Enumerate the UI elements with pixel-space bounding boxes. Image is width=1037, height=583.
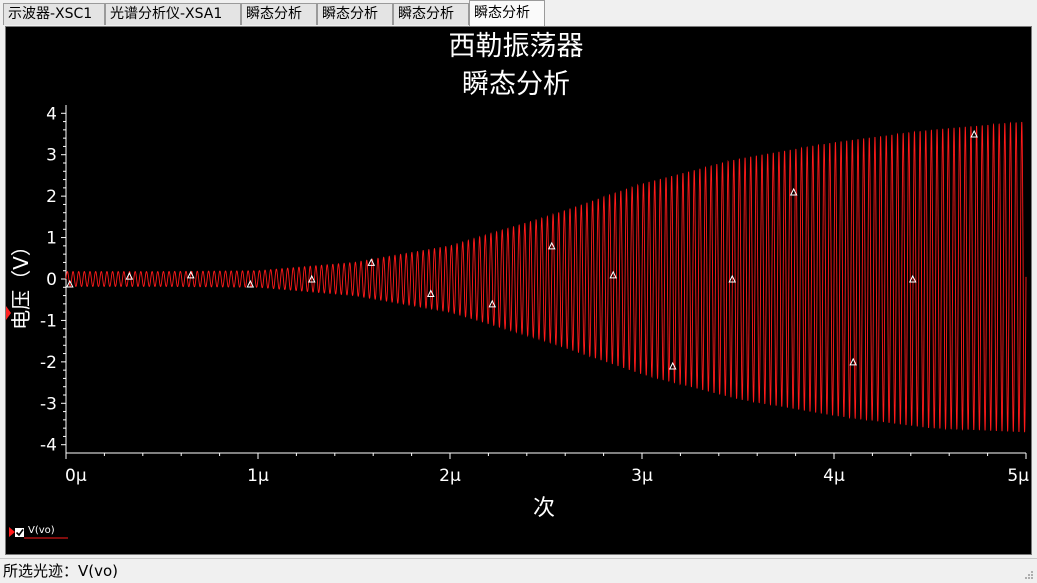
series-line-vo[interactable]: [65, 121, 1027, 433]
y-tick-label: 3: [46, 146, 57, 166]
legend-series-color-icon: [9, 527, 15, 537]
tab-1[interactable]: 示波器-XSC1: [3, 3, 105, 25]
trace-marker: [367, 258, 376, 266]
legend[interactable]: V(vo): [9, 525, 68, 539]
trace-marker: [849, 357, 858, 366]
trace-marker: [970, 129, 978, 138]
trace-marker: [186, 270, 195, 279]
y-tick-label: 0: [46, 270, 57, 290]
x-tick-label: 2μ: [439, 466, 461, 486]
plot-panel[interactable]: 4 3 2 1 0 -1 -2 -3 -4 0μ 1μ 2μ 3μ 4μ 5μ 西勒振荡器 瞬态分析 次 电…: [5, 26, 1032, 555]
trace-marker: [307, 274, 316, 283]
trace-marker: [547, 241, 556, 250]
trace-marker: [908, 274, 917, 283]
trace-marker: [789, 187, 798, 196]
tab-6[interactable]: 瞬态分析: [469, 0, 545, 26]
status-bar: 所选光迹：V(vo): [0, 558, 1037, 583]
y-tick-label: -3: [40, 394, 57, 414]
status-selected-trace: 所选光迹：V(vo): [3, 562, 119, 580]
checkmark-icon: [15, 529, 24, 537]
y-tick-label: 2: [46, 187, 57, 207]
tab-2[interactable]: 光谱分析仪-XSA1: [105, 3, 241, 25]
y-tick-label: -2: [40, 353, 57, 373]
selected-trace-pointer-icon: [6, 306, 11, 320]
trace-marker: [728, 274, 737, 283]
chart-title: 西勒振荡器: [449, 31, 584, 62]
legend-checkbox[interactable]: [15, 528, 24, 537]
y-tick-label: -4: [40, 436, 57, 456]
y-tick-label: 1: [46, 229, 57, 249]
y-axis-label: 电压（V）: [9, 236, 33, 330]
trace-marker: [246, 279, 255, 288]
x-tick-label: 4μ: [823, 466, 845, 486]
y-tick-label: -1: [40, 311, 57, 331]
x-axis-label: 次: [533, 496, 555, 521]
chart[interactable]: 4 3 2 1 0 -1 -2 -3 -4 0μ 1μ 2μ 3μ 4μ 5μ 西勒振荡器 瞬态分析 次 电…: [6, 27, 1031, 554]
chart-subtitle: 瞬态分析: [462, 69, 570, 100]
x-tick-label: 5μ: [1007, 466, 1029, 486]
resize-grip-icon[interactable]: [1024, 570, 1034, 580]
tab-bar: 示波器-XSC1 光谱分析仪-XSA1 瞬态分析 瞬态分析 瞬态分析 瞬态分析: [0, 0, 1037, 26]
trace-marker: [609, 270, 618, 279]
trace-marker: [66, 279, 74, 288]
legend-label: V(vo): [28, 525, 55, 536]
x-tick-label: 0μ: [65, 466, 87, 486]
trace-marker: [668, 361, 677, 370]
y-tick-label: 4: [46, 104, 57, 124]
x-tick-label: 1μ: [247, 466, 269, 486]
tab-5[interactable]: 瞬态分析: [393, 3, 469, 25]
tab-3[interactable]: 瞬态分析: [241, 3, 317, 25]
trace-marker: [488, 299, 497, 308]
trace-marker: [426, 289, 435, 297]
x-tick-label: 3μ: [631, 466, 653, 486]
tab-4[interactable]: 瞬态分析: [317, 3, 393, 25]
trace-marker: [125, 271, 134, 280]
